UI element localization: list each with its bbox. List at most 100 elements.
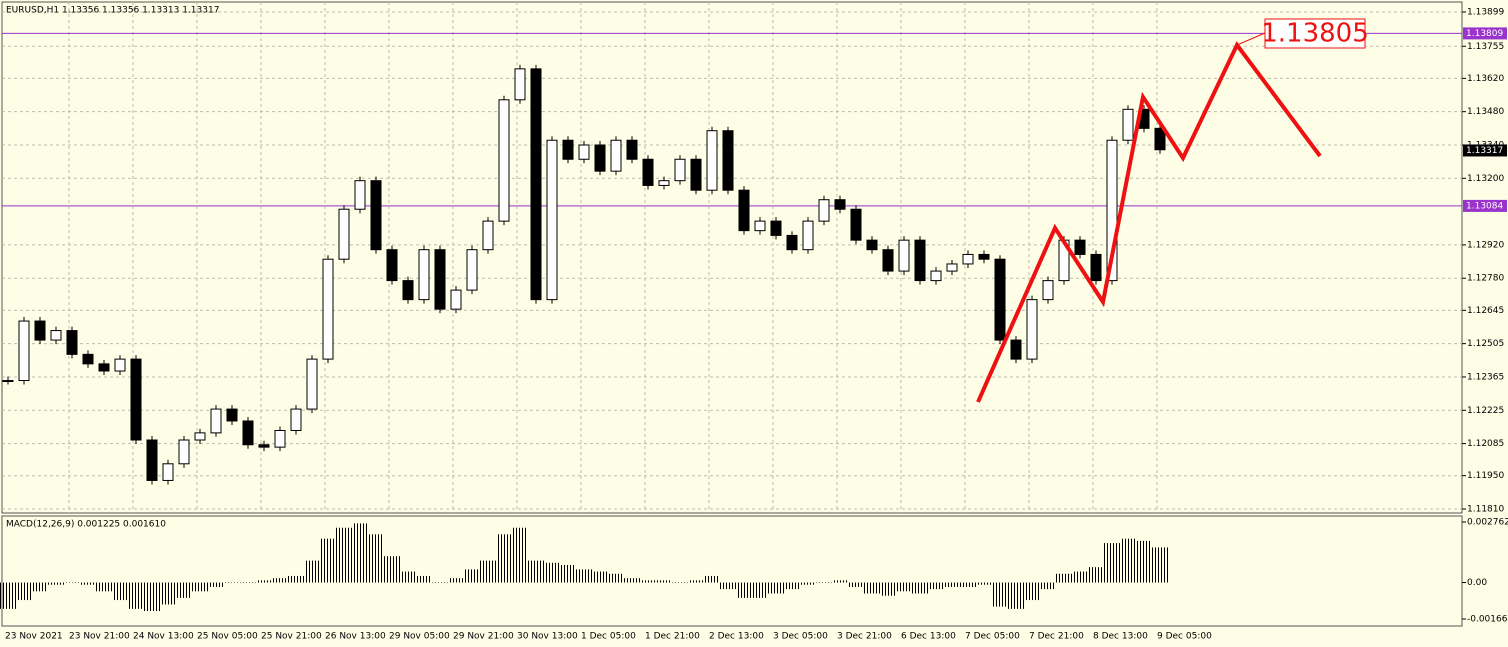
macd-bar	[32, 582, 48, 592]
macd-bar	[640, 580, 656, 583]
macd-bar	[320, 538, 336, 583]
candle	[930, 270, 942, 282]
time-label: 29 Nov 21:00	[453, 632, 514, 642]
candle	[450, 289, 462, 310]
main-panel	[1, 1, 1463, 514]
candle	[770, 220, 782, 236]
candle	[866, 239, 878, 251]
macd-bar	[560, 564, 576, 583]
price-label: 1.12085	[1467, 439, 1504, 449]
candle	[1122, 108, 1134, 141]
price-label: 1.13620	[1467, 74, 1504, 84]
level-label: 1.13809	[1466, 29, 1503, 39]
price-label: 1.12780	[1467, 274, 1504, 284]
macd-bar	[848, 582, 864, 587]
time-label: 1 Dec 21:00	[645, 632, 700, 642]
candle	[306, 358, 318, 410]
time-label: 9 Dec 05:00	[1157, 632, 1212, 642]
level-label: 1.13084	[1466, 201, 1503, 211]
macd-bar	[1120, 538, 1136, 583]
candle	[482, 220, 494, 251]
candle	[1042, 280, 1054, 301]
current-price-label: 1.13317	[1466, 146, 1503, 156]
time-label: 25 Nov 05:00	[197, 632, 258, 642]
time-label: 25 Nov 21:00	[261, 632, 322, 642]
macd-bar	[1152, 547, 1168, 583]
candle	[82, 353, 94, 365]
time-label: 24 Nov 13:00	[133, 632, 194, 642]
candle	[562, 139, 574, 160]
time-label: 7 Dec 05:00	[965, 632, 1020, 642]
candle	[754, 220, 766, 232]
annotation-pointer	[1236, 32, 1266, 46]
macd-bar	[0, 582, 16, 609]
candle	[962, 253, 974, 265]
candle	[514, 68, 526, 101]
macd-bar	[432, 582, 448, 584]
candle	[370, 180, 382, 251]
candle	[1090, 253, 1102, 282]
macd-bar	[784, 582, 800, 590]
macd-bar	[912, 582, 928, 594]
macd-tick-label: 0.00	[1467, 578, 1487, 588]
candle	[194, 432, 206, 441]
candle	[498, 99, 510, 222]
macd-bar	[832, 580, 848, 583]
macd-bar	[960, 582, 976, 587]
macd-bar	[688, 580, 704, 583]
macd-bar	[816, 582, 832, 584]
candle	[1074, 239, 1086, 255]
macd-bar	[992, 582, 1008, 607]
macd-bar	[272, 578, 288, 583]
macd-bar	[512, 527, 528, 583]
macd-bar	[608, 573, 624, 583]
candle	[706, 130, 718, 191]
candle	[146, 439, 158, 481]
candle	[898, 239, 910, 272]
macd-bar	[1104, 543, 1120, 583]
macd-bar	[880, 582, 896, 596]
macd-bar	[368, 534, 384, 583]
macd-bar	[128, 582, 144, 609]
current-price-box	[1463, 144, 1507, 157]
price-label: 1.12365	[1467, 372, 1504, 382]
macd-bar	[944, 582, 960, 587]
candle	[594, 144, 606, 172]
price-label: 1.13480	[1467, 107, 1504, 117]
time-label: 2 Dec 13:00	[709, 632, 764, 642]
macd-bar	[240, 582, 256, 584]
macd-bar	[400, 571, 416, 583]
candle	[658, 180, 670, 186]
candle	[466, 249, 478, 291]
price-label: 1.12920	[1467, 240, 1504, 250]
macd-bar	[80, 582, 96, 585]
time-label: 6 Dec 13:00	[901, 632, 956, 642]
candle	[226, 408, 238, 422]
macd-bar	[1008, 582, 1024, 609]
candle	[802, 220, 814, 251]
price-label: 1.13755	[1467, 42, 1504, 52]
candle	[674, 158, 686, 182]
price-label: 1.11810	[1467, 505, 1504, 515]
macd-bar	[1040, 582, 1056, 590]
price-label: 1.13200	[1467, 174, 1504, 184]
macd-bar	[800, 582, 816, 585]
time-label: 8 Dec 13:00	[1093, 632, 1148, 642]
marks: 1.138991.137551.136201.134801.133401.132…	[0, 8, 1508, 642]
candle	[242, 420, 254, 446]
macd-bar	[1072, 571, 1088, 583]
macd-bar	[720, 582, 736, 590]
macd-bar	[656, 580, 672, 583]
candle	[130, 358, 142, 441]
macd-bar	[112, 582, 128, 601]
macd-bar	[192, 582, 208, 592]
macd-tick-label: 0.002762	[1467, 518, 1508, 528]
macd-bar	[160, 582, 176, 605]
macd-bar	[384, 556, 400, 583]
candle	[722, 130, 734, 191]
macd-bar	[352, 523, 368, 583]
macd-bar	[144, 582, 160, 612]
candle	[162, 463, 174, 481]
